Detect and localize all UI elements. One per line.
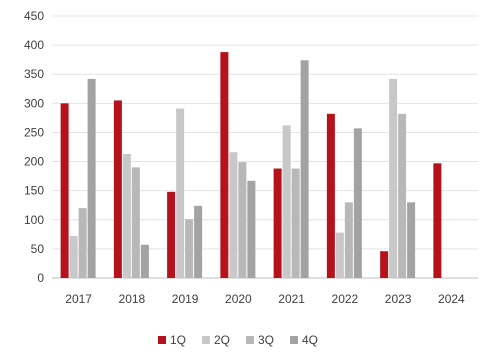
x-tick-label: 2023 xyxy=(385,292,412,306)
y-tick-label: 300 xyxy=(24,96,44,110)
bar-1q-2019 xyxy=(167,191,176,278)
y-tick-label: 250 xyxy=(24,125,44,139)
x-tick-label: 2021 xyxy=(278,292,305,306)
bar-2q-2017 xyxy=(69,236,78,278)
y-axis: 0 50 100 150 200 250 300 350 400 450 xyxy=(24,9,44,285)
y-tick-label: 50 xyxy=(31,242,45,256)
bar-3q-2022 xyxy=(344,202,353,278)
bar-4q-2021 xyxy=(300,60,309,279)
bar-3q-2018 xyxy=(131,167,140,278)
bar-2q-2021 xyxy=(282,125,291,278)
bar-3q-2017 xyxy=(78,208,87,278)
bar-4q-2017 xyxy=(87,78,96,278)
y-tick-label: 0 xyxy=(37,271,44,285)
bar-2q-2022 xyxy=(335,232,344,278)
bar-2q-2019 xyxy=(176,108,185,278)
bar-4q-2022 xyxy=(353,128,362,278)
legend-label-1q: 1Q xyxy=(170,333,186,347)
bar-3q-2020 xyxy=(238,162,247,278)
x-tick-label: 2020 xyxy=(225,292,252,306)
bar-4q-2019 xyxy=(194,205,203,278)
bar-3q-2019 xyxy=(185,219,194,278)
bar-1q-2020 xyxy=(220,52,229,278)
legend: 1Q 2Q 3Q 4Q xyxy=(158,333,318,347)
x-axis: 2017 2018 2019 2020 2021 2022 2023 2024 xyxy=(65,292,465,306)
legend-label-2q: 2Q xyxy=(214,333,230,347)
y-tick-label: 100 xyxy=(24,213,44,227)
x-tick-label: 2017 xyxy=(65,292,92,306)
y-tick-label: 200 xyxy=(24,155,44,169)
y-tick-label: 400 xyxy=(24,38,44,52)
bar-1q-2022 xyxy=(326,113,335,279)
legend-swatch-2q xyxy=(202,336,210,344)
bar-1q-2023 xyxy=(380,251,389,278)
bar-1q-2024 xyxy=(433,163,442,278)
legend-label-3q: 3Q xyxy=(258,333,274,347)
x-tick-label: 2022 xyxy=(332,292,359,306)
bar-3q-2023 xyxy=(398,113,407,279)
y-tick-label: 450 xyxy=(24,9,44,23)
bar-4q-2020 xyxy=(247,180,256,278)
x-tick-label: 2024 xyxy=(438,292,465,306)
bar-2q-2023 xyxy=(389,78,398,278)
legend-swatch-4q xyxy=(290,336,298,344)
bar-3q-2021 xyxy=(291,168,300,278)
bar-4q-2023 xyxy=(407,202,416,278)
bar-1q-2017 xyxy=(60,103,69,278)
bar-1q-2021 xyxy=(273,168,282,278)
bar-2q-2020 xyxy=(229,152,238,278)
x-tick-label: 2018 xyxy=(119,292,146,306)
bar-1q-2018 xyxy=(113,100,122,278)
bars xyxy=(60,52,442,279)
bar-4q-2018 xyxy=(140,244,149,278)
bar-2q-2018 xyxy=(122,153,131,278)
legend-label-4q: 4Q xyxy=(302,333,318,347)
legend-swatch-1q xyxy=(158,336,166,344)
legend-swatch-3q xyxy=(246,336,254,344)
x-tick-label: 2019 xyxy=(172,292,199,306)
y-tick-label: 350 xyxy=(24,67,44,81)
y-tick-label: 150 xyxy=(24,184,44,198)
